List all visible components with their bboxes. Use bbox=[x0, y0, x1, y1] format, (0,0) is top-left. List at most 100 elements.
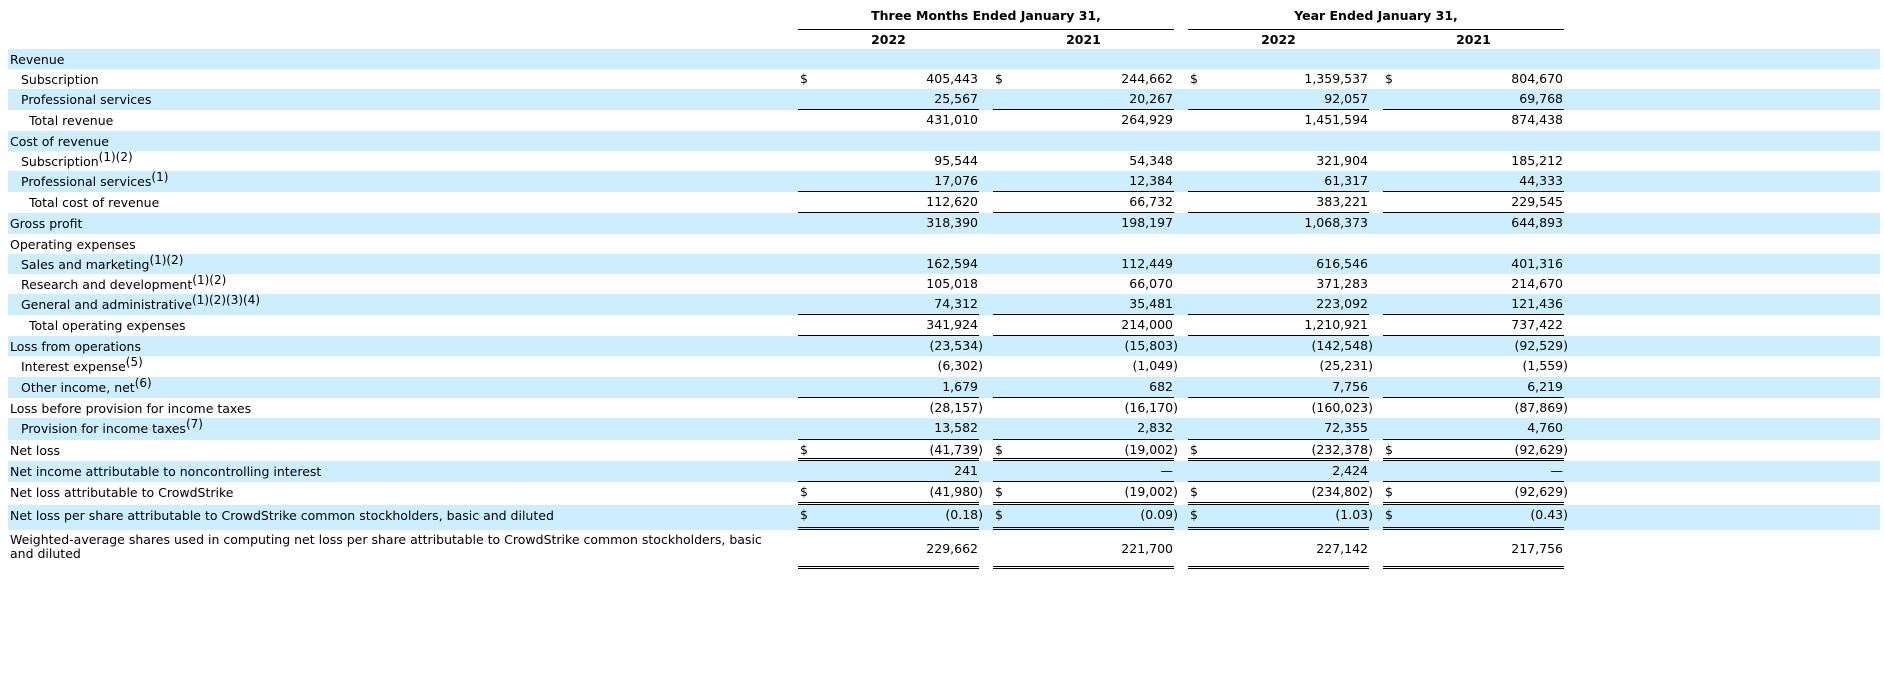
single-rule bbox=[1188, 212, 1369, 213]
single-rule bbox=[1188, 191, 1369, 192]
cell-value: (92,629) bbox=[1514, 442, 1569, 457]
row-label-text: Cost of revenue bbox=[10, 134, 109, 149]
currency-symbol: $ bbox=[800, 71, 808, 86]
single-rule bbox=[1383, 397, 1564, 398]
cell-value: (1,559) bbox=[1522, 358, 1568, 373]
cell-value: (0.18) bbox=[945, 507, 983, 522]
footnote-marker: (7) bbox=[185, 417, 203, 431]
double-rule bbox=[1188, 527, 1369, 530]
cell-value: 405,443 bbox=[926, 71, 978, 86]
table-row: Operating expenses bbox=[8, 234, 1880, 254]
cell-value: (1,049) bbox=[1132, 358, 1178, 373]
double-rule bbox=[1188, 502, 1369, 505]
cell-value: 13,582 bbox=[934, 420, 978, 435]
cell-value: 264,929 bbox=[1121, 112, 1173, 127]
double-rule bbox=[1188, 566, 1369, 569]
cell-value: (19,002) bbox=[1124, 484, 1179, 499]
currency-symbol: $ bbox=[995, 442, 1003, 457]
single-rule bbox=[1188, 335, 1369, 336]
row-label: Subscription(1)(2) bbox=[21, 151, 133, 169]
table-row: Cost of revenue bbox=[8, 131, 1880, 151]
cell-value: (19,002) bbox=[1124, 442, 1179, 457]
cell-value: (25,231) bbox=[1319, 358, 1374, 373]
cell-value: — bbox=[1160, 463, 1174, 478]
row-label-text: Net income attributable to noncontrollin… bbox=[10, 464, 322, 479]
cell-value: 874,438 bbox=[1511, 112, 1563, 127]
currency-symbol: $ bbox=[1190, 71, 1198, 86]
table-row: Provision for income taxes(7) 13,582 2,832… bbox=[8, 418, 1880, 440]
single-rule bbox=[993, 481, 1174, 482]
row-label: Other income, net(6) bbox=[21, 377, 152, 395]
row-label: Gross profit bbox=[10, 216, 82, 231]
cell-value: 1,451,594 bbox=[1304, 112, 1368, 127]
single-rule bbox=[1383, 439, 1564, 440]
cell-value: 229,545 bbox=[1511, 194, 1563, 209]
cell-value: 321,904 bbox=[1316, 153, 1368, 168]
row-label-text: Revenue bbox=[10, 52, 65, 67]
row-label: Professional services bbox=[21, 92, 151, 107]
double-rule bbox=[993, 527, 1174, 530]
cell-value: 12,384 bbox=[1129, 173, 1173, 188]
row-label-text: Total operating expenses bbox=[29, 318, 186, 333]
cell-value: 20,267 bbox=[1129, 91, 1173, 106]
cell-value: 162,594 bbox=[926, 256, 978, 271]
row-label-text: Provision for income taxes bbox=[21, 421, 186, 436]
cell-value: 1,068,373 bbox=[1304, 215, 1368, 230]
row-label-text: Loss from operations bbox=[10, 339, 141, 354]
table-row: Gross profit 318,390 198,197 1,068,373 644,8… bbox=[8, 213, 1880, 234]
table-row: Professional services(1) 17,076 12,384 61,3… bbox=[8, 171, 1880, 192]
row-label-text: Subscription bbox=[21, 154, 99, 169]
single-rule bbox=[1188, 397, 1369, 398]
row-label: Provision for income taxes(7) bbox=[21, 418, 203, 436]
row-label: Net loss bbox=[10, 443, 60, 458]
cell-value: 1,679 bbox=[942, 379, 978, 394]
single-rule bbox=[1383, 335, 1564, 336]
cell-value: 66,732 bbox=[1129, 194, 1173, 209]
cell-value: 112,449 bbox=[1121, 256, 1173, 271]
cell-value: (0.09) bbox=[1140, 507, 1178, 522]
footnote-marker: (1)(2)(3)(4) bbox=[192, 293, 261, 307]
row-label: Total cost of revenue bbox=[29, 195, 159, 210]
header-three-months: Three Months Ended January 31, bbox=[871, 8, 1101, 23]
cell-value: 92,057 bbox=[1324, 91, 1368, 106]
row-label-text: Net loss attributable to CrowdStrike bbox=[10, 485, 234, 500]
cell-value: — bbox=[1550, 463, 1564, 478]
row-label: Net loss per share attributable to Crowd… bbox=[10, 508, 554, 523]
single-rule bbox=[798, 212, 979, 213]
double-rule bbox=[993, 566, 1174, 569]
table-row: Interest expense(5) (6,302) (1,049) (25,231… bbox=[8, 356, 1880, 377]
cell-value: (23,534) bbox=[929, 338, 984, 353]
cell-value: 1,210,921 bbox=[1304, 317, 1368, 332]
row-label-text: Gross profit bbox=[10, 216, 83, 231]
table-row: Net income attributable to noncontrollin… bbox=[8, 461, 1880, 482]
cell-value: 17,076 bbox=[934, 173, 978, 188]
cell-value: 112,620 bbox=[926, 194, 978, 209]
cell-value: 4,760 bbox=[1527, 420, 1563, 435]
single-rule bbox=[798, 335, 979, 336]
currency-symbol: $ bbox=[995, 71, 1003, 86]
table-row: Subscription(1)(2) 95,544 54,348 321,904 185… bbox=[8, 151, 1880, 171]
footnote-marker: (1)(2) bbox=[192, 273, 227, 287]
table-row: Net loss per share attributable to Crowd… bbox=[8, 505, 1880, 530]
currency-symbol: $ bbox=[1385, 507, 1393, 522]
cell-value: (0.43) bbox=[1530, 507, 1568, 522]
year-header-q-2022: 2022 bbox=[871, 32, 906, 47]
cell-value: 682 bbox=[1149, 379, 1173, 394]
currency-symbol: $ bbox=[800, 507, 808, 522]
header-rule-year-ended bbox=[1188, 29, 1564, 30]
row-label: Loss before provision for income taxes bbox=[10, 401, 251, 416]
single-rule bbox=[993, 335, 1174, 336]
row-label: Total operating expenses bbox=[29, 318, 186, 333]
row-label: Loss from operations bbox=[10, 339, 141, 354]
single-rule bbox=[993, 109, 1174, 110]
row-label-text: Operating expenses bbox=[10, 237, 136, 252]
cell-value: 737,422 bbox=[1511, 317, 1563, 332]
cell-value: 804,670 bbox=[1511, 71, 1563, 86]
table-row: Revenue bbox=[8, 49, 1880, 69]
table-row: Total revenue 431,010 264,929 1,451,594 874,… bbox=[8, 110, 1880, 131]
row-label-text: Total revenue bbox=[29, 113, 114, 128]
header-rule-three-months bbox=[798, 29, 1174, 30]
footnote-marker: (1)(2) bbox=[149, 253, 184, 267]
double-rule bbox=[798, 502, 979, 505]
single-rule bbox=[1188, 439, 1369, 440]
